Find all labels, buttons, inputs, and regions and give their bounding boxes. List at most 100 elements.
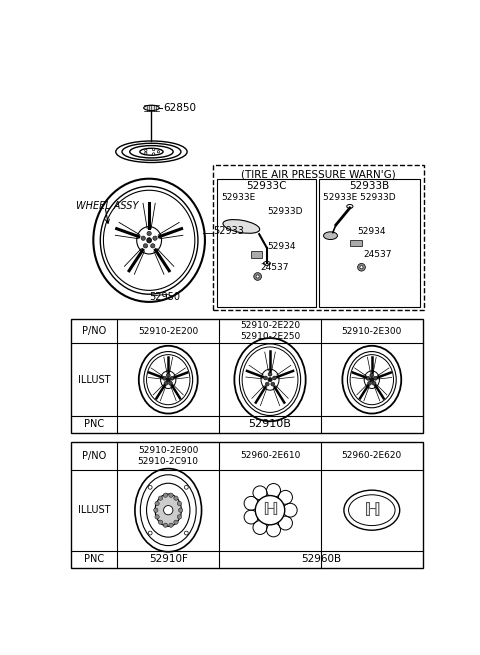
Circle shape [144,152,147,155]
Circle shape [164,506,173,515]
Circle shape [366,377,370,380]
Text: 52933D: 52933D [267,206,302,215]
Text: 52910-2E200: 52910-2E200 [138,327,198,335]
Circle shape [144,244,148,248]
Text: P/NO: P/NO [82,326,106,336]
Circle shape [264,376,267,380]
Circle shape [271,382,275,386]
Text: 62850: 62850 [163,103,196,113]
Circle shape [153,236,157,240]
Text: (TIRE AIR PRESSURE WARN'G): (TIRE AIR PRESSURE WARN'G) [241,170,396,179]
Text: ILLUST: ILLUST [78,375,110,384]
Text: ℍ: ℍ [262,501,278,519]
Circle shape [163,377,167,380]
Circle shape [141,236,145,240]
Ellipse shape [144,105,159,111]
Bar [71,319,423,433]
Circle shape [153,153,155,155]
Circle shape [170,377,174,380]
Text: ℍ: ℍ [363,500,381,519]
Circle shape [174,520,178,525]
Bar [251,251,262,258]
Circle shape [144,149,147,151]
Circle shape [155,515,159,519]
Bar [216,179,316,307]
Text: PNC: PNC [84,554,104,564]
Bar [350,240,362,246]
Circle shape [166,377,170,382]
Circle shape [148,485,152,489]
Text: 24537: 24537 [260,263,288,272]
Text: 52910F: 52910F [149,554,188,564]
Text: 52910-2E900
52910-2C910: 52910-2E900 52910-2C910 [138,446,199,466]
Ellipse shape [161,371,176,388]
Circle shape [148,531,152,535]
Text: 52933C: 52933C [246,181,287,191]
Text: 52960-2E620: 52960-2E620 [342,451,402,460]
Circle shape [184,485,188,489]
Circle shape [166,373,170,377]
Text: ILLUST: ILLUST [78,505,110,515]
Circle shape [268,377,272,382]
Circle shape [158,520,163,525]
Circle shape [157,151,159,153]
Text: 52933B: 52933B [349,181,389,191]
Ellipse shape [147,238,152,243]
Ellipse shape [255,496,285,525]
Circle shape [177,515,181,519]
Ellipse shape [347,204,353,208]
Ellipse shape [155,494,181,527]
Circle shape [358,263,365,271]
Text: 52933E 52933D: 52933E 52933D [323,193,396,202]
Circle shape [155,501,159,506]
Ellipse shape [137,227,162,254]
Circle shape [153,149,155,151]
Circle shape [154,508,158,512]
Circle shape [164,381,168,385]
Text: 52960-2E610: 52960-2E610 [240,451,300,460]
Circle shape [163,523,168,527]
Circle shape [147,231,151,236]
Text: 52934: 52934 [358,227,386,236]
Circle shape [370,377,374,382]
Circle shape [265,382,269,386]
Bar [319,179,420,307]
Circle shape [151,244,155,248]
Ellipse shape [364,371,380,388]
Circle shape [372,381,376,385]
Circle shape [254,272,262,280]
Ellipse shape [261,369,279,390]
Circle shape [268,372,272,376]
Text: PNC: PNC [84,419,104,429]
Text: 52933E: 52933E [221,193,255,202]
Text: 52910-2E300: 52910-2E300 [342,327,402,335]
Bar [71,442,423,567]
Circle shape [273,376,276,380]
Circle shape [373,377,377,380]
Text: 52934: 52934 [268,242,296,251]
Text: P/NO: P/NO [82,451,106,461]
Circle shape [179,508,183,512]
Circle shape [370,373,374,377]
Circle shape [169,493,173,497]
Circle shape [184,531,188,535]
Circle shape [360,266,363,269]
Circle shape [256,275,259,278]
Ellipse shape [223,219,260,233]
Text: 52960B: 52960B [301,554,341,564]
Circle shape [168,381,172,385]
Text: 24537: 24537 [364,250,392,259]
Circle shape [174,496,178,500]
Circle shape [368,381,372,385]
Text: 52910-2E220
52910-2E250: 52910-2E220 52910-2E250 [240,322,300,341]
Text: 52910B: 52910B [249,419,291,429]
Circle shape [158,496,163,500]
Circle shape [177,501,181,506]
Circle shape [163,493,168,497]
Text: 52933: 52933 [214,226,244,236]
Text: WHEEL ASSY: WHEEL ASSY [75,202,138,212]
Circle shape [169,523,173,527]
Ellipse shape [264,261,270,265]
Text: 52950: 52950 [149,291,180,301]
Ellipse shape [324,232,337,240]
